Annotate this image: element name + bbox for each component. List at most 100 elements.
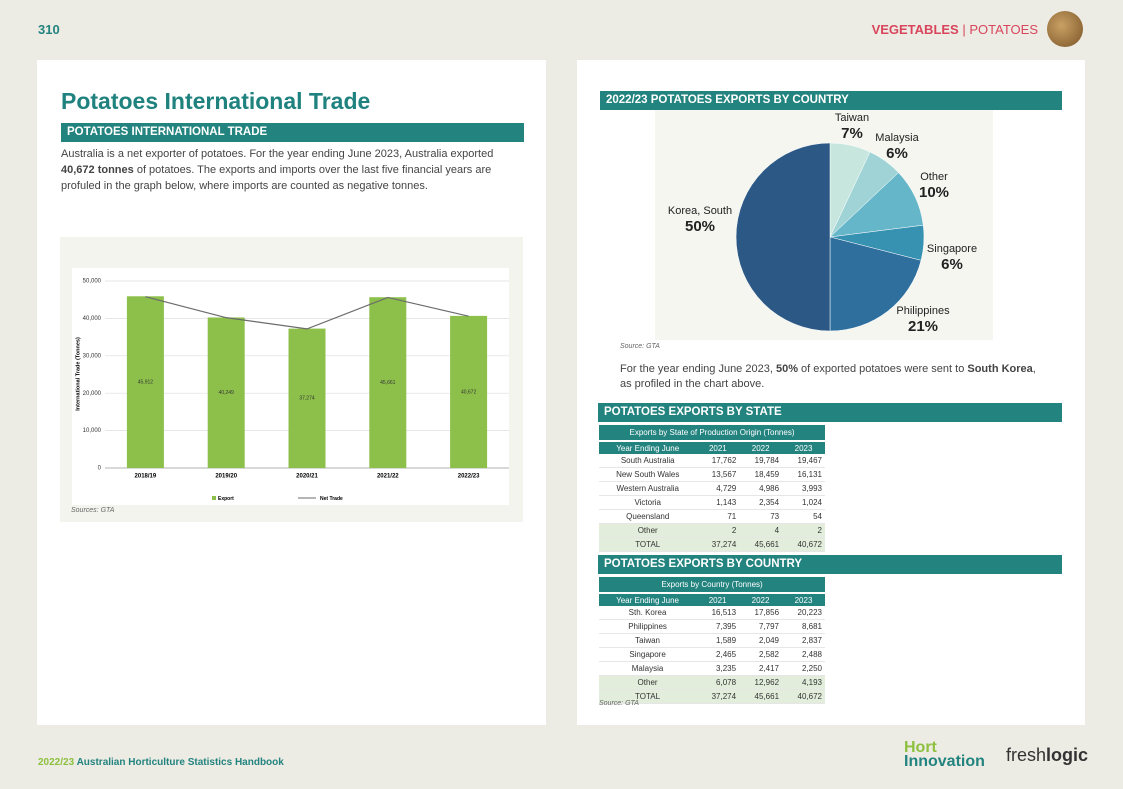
column-header: Year Ending June	[599, 441, 697, 454]
caption-row: Exports by State of Production Origin (T…	[599, 425, 825, 442]
x-tick-label: 2018/19	[135, 474, 157, 480]
bar	[126, 296, 164, 468]
bar-label: 40,249	[219, 390, 235, 396]
column-header: Year Ending June	[599, 593, 697, 606]
cell: Victoria	[599, 495, 697, 510]
cell: 4,729	[696, 481, 740, 496]
cell: 2	[782, 523, 825, 538]
cell: 2,354	[739, 495, 783, 510]
bar-label: 40,672	[461, 389, 477, 395]
page-number: 310	[38, 22, 60, 37]
column-header: 2022	[739, 593, 783, 606]
slice-name: Malaysia	[875, 132, 919, 144]
cell: 2,417	[739, 661, 783, 676]
bar	[450, 315, 488, 468]
slice-value: 50%	[685, 218, 715, 235]
cell: 2,582	[739, 647, 783, 662]
cell: Other	[599, 675, 697, 690]
table-row: Other 2 4 2	[599, 523, 825, 538]
logo-hort: Hort Innovation	[904, 740, 985, 770]
y-axis-label: International Trade (Tonnes)	[75, 337, 81, 411]
cell: 37,274	[696, 537, 740, 552]
column-header: 2023	[782, 441, 825, 454]
cell: 2,465	[696, 647, 740, 662]
cell: 13,567	[696, 467, 740, 482]
cell: 37,274	[696, 689, 740, 704]
text: , as profiled in the chart above.	[620, 363, 1036, 390]
table-row: New South Wales 13,567 18,459 16,131	[599, 467, 825, 482]
y-tick-label: 20,000	[83, 391, 102, 397]
caption-row: Exports by Country (Tonnes)	[599, 577, 825, 594]
x-tick-label: 2019/20	[215, 474, 237, 480]
cell: 1,143	[696, 495, 740, 510]
caption: Exports by Country (Tonnes)	[599, 577, 825, 594]
title: Potatoes International Trade	[61, 88, 371, 114]
table-row: Sth. Korea 16,513 17,856 20,223	[599, 606, 825, 620]
header: VEGETABLES | POTATOES	[872, 22, 1038, 37]
column-header: 2023	[782, 593, 825, 606]
legend-label: Net Trade	[320, 496, 343, 502]
sep: |	[962, 22, 966, 37]
text-bold: 50%	[775, 363, 798, 375]
table-row: Western Australia 4,729 4,986 3,993	[599, 481, 825, 496]
cell: 3,993	[782, 481, 825, 496]
cell: 4	[739, 523, 783, 538]
cell: 17,762	[696, 454, 740, 468]
cell: 45,661	[739, 537, 783, 552]
cell: 2,488	[782, 647, 825, 662]
bar	[207, 317, 245, 468]
cell: TOTAL	[599, 537, 697, 552]
slice-value: 10%	[919, 184, 949, 201]
source: Sources: GTA	[71, 507, 115, 514]
cell: Western Australia	[599, 481, 697, 496]
footer-year: 2022/23	[38, 757, 75, 768]
cell: 73	[739, 509, 783, 524]
table-row: Malaysia 3,235 2,417 2,250	[599, 661, 825, 676]
bar-label: 45,661	[380, 380, 396, 386]
pie-slice	[735, 142, 831, 332]
cell: 45,661	[739, 689, 783, 704]
x-tick-label: 2022/23	[458, 474, 480, 480]
table-source: Source: GTA	[599, 700, 639, 707]
table-row: Philippines 7,395 7,797 8,681	[599, 619, 825, 634]
subsection: POTATOES	[969, 22, 1038, 37]
slice-value: 6%	[941, 256, 963, 273]
cell: Taiwan	[599, 633, 697, 648]
pie-source: Source: GTA	[620, 343, 660, 350]
cell: 2,250	[782, 661, 825, 676]
country-heading: POTATOES EXPORTS BY COUNTRY	[598, 555, 1062, 574]
bar-label: 37,274	[299, 396, 315, 402]
caption: Exports by State of Production Origin (T…	[599, 425, 825, 442]
slice-value: 21%	[908, 318, 938, 335]
cell: 12,962	[739, 675, 783, 690]
table-row: Queensland 71 73 54	[599, 509, 825, 524]
cell: 1,024	[782, 495, 825, 510]
x-tick-label: 2021/22	[377, 474, 399, 480]
cell: 4,986	[739, 481, 783, 496]
cell: Philippines	[599, 619, 697, 634]
y-tick-label: 0	[98, 466, 102, 472]
y-tick-label: 30,000	[83, 353, 102, 359]
cell: Sth. Korea	[599, 606, 697, 620]
logo-freshlogic: freshlogic	[1006, 745, 1088, 766]
text: of potatoes. The exports and imports ove…	[61, 164, 492, 192]
cell: 1,589	[696, 633, 740, 648]
pie-note: For the year ending June 2023, 50% of ex…	[620, 362, 1040, 392]
logo-text: Innovation	[904, 753, 985, 770]
legend-label: Export	[218, 496, 234, 502]
slice-name: Singapore	[927, 243, 977, 255]
table-row: Other 6,078 12,962 4,193	[599, 675, 825, 690]
cell: 17,856	[739, 606, 783, 620]
table-row: Victoria 1,143 2,354 1,024	[599, 495, 825, 510]
header-row: Year Ending June 2021 2022 2023	[599, 441, 825, 454]
table-row: South Australia 17,762 19,784 19,467	[599, 454, 825, 468]
slice-name: Korea, South	[668, 205, 732, 217]
table-row: Taiwan 1,589 2,049 2,837	[599, 633, 825, 648]
cell: 71	[696, 509, 740, 524]
cell: 4,193	[782, 675, 825, 690]
cell: Malaysia	[599, 661, 697, 676]
y-tick-label: 50,000	[83, 279, 102, 285]
cell: Singapore	[599, 647, 697, 662]
